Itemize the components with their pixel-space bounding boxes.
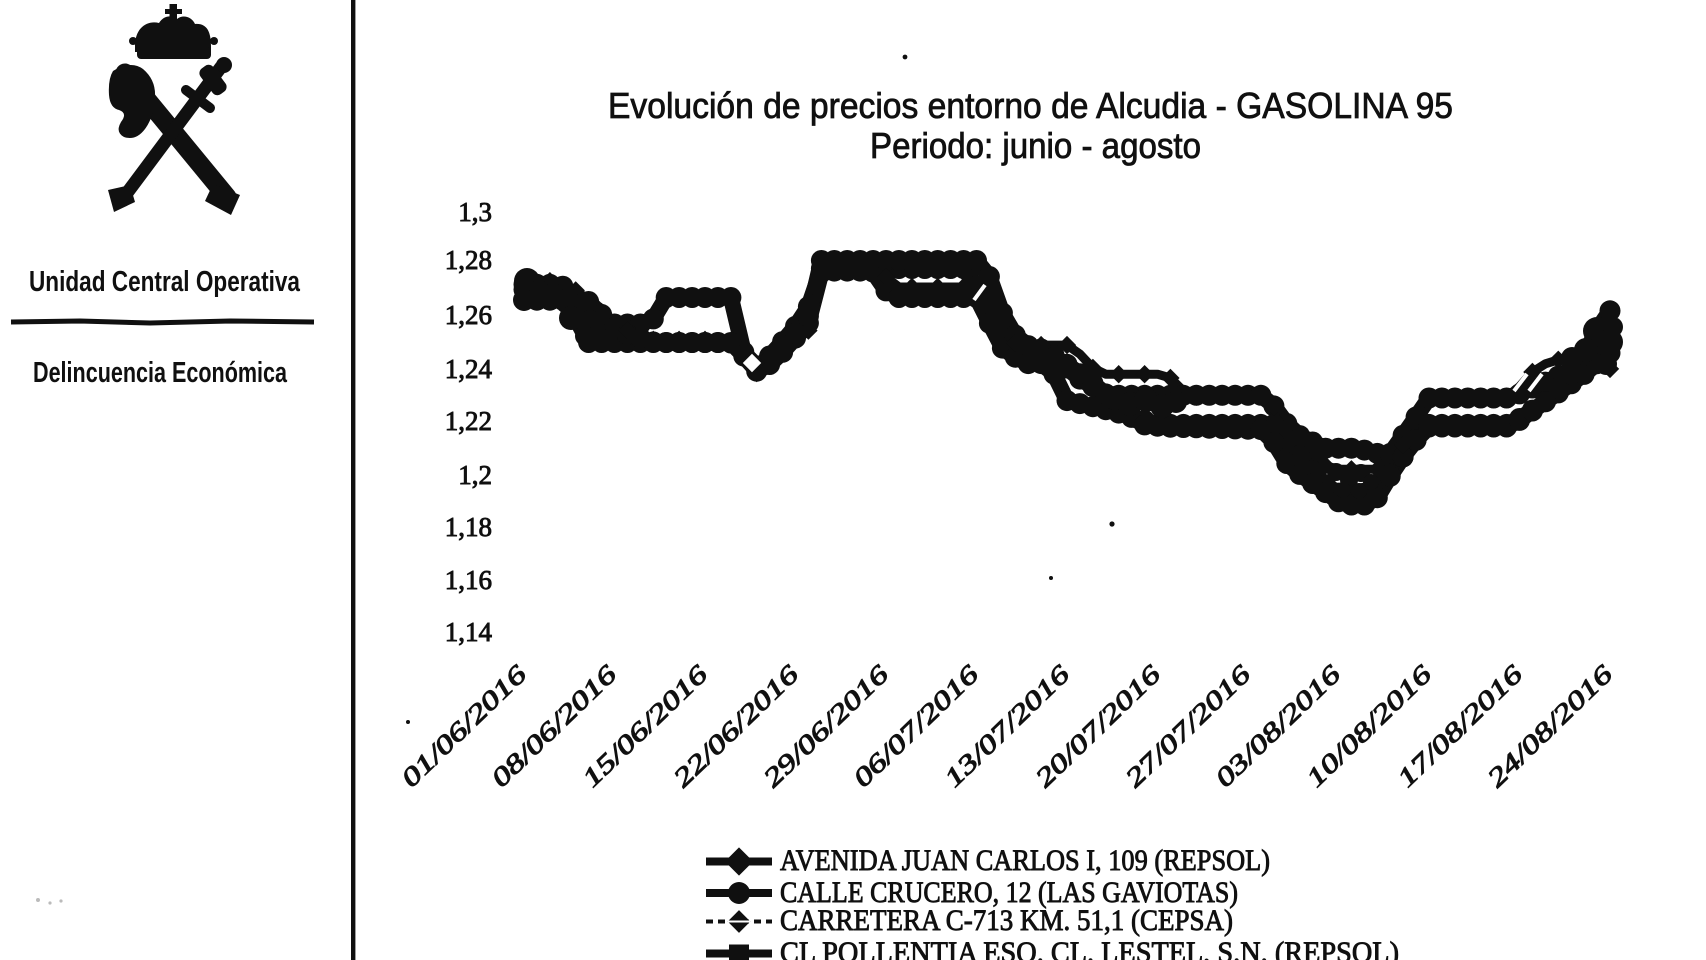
svg-text:1,14: 1,14 [445, 617, 493, 647]
svg-text:Delincuencia Económica: Delincuencia Económica [33, 357, 288, 389]
svg-text:1,24: 1,24 [445, 354, 493, 384]
svg-text:CARRETERA C-713 KM. 51,1 (CEPS: CARRETERA C-713 KM. 51,1 (CEPSA) [780, 904, 1233, 937]
svg-text:Evolución de precios entorno d: Evolución de precios entorno de Alcudia … [608, 85, 1453, 126]
svg-text:CL POLLENTIA ESQ. CL. LESTEL,: CL POLLENTIA ESQ. CL. LESTEL, S.N. (REPS… [780, 936, 1399, 960]
svg-text:1,22: 1,22 [445, 406, 492, 436]
svg-text:Unidad Central Operativa: Unidad Central Operativa [29, 266, 301, 298]
svg-text:CALLE CRUCERO, 12 (LAS GAVIOTA: CALLE CRUCERO, 12 (LAS GAVIOTAS) [780, 876, 1238, 909]
svg-text:1,3: 1,3 [458, 197, 492, 227]
svg-text:1,28: 1,28 [445, 245, 492, 275]
svg-text:1,16: 1,16 [445, 565, 492, 595]
svg-text:1,2: 1,2 [458, 460, 492, 490]
svg-text:1,26: 1,26 [445, 300, 492, 330]
svg-text:1,18: 1,18 [445, 512, 492, 542]
svg-text:AVENIDA JUAN CARLOS I, 109 (RE: AVENIDA JUAN CARLOS I, 109 (REPSOL) [780, 844, 1270, 877]
svg-text:Periodo: junio - agosto: Periodo: junio - agosto [870, 125, 1201, 166]
